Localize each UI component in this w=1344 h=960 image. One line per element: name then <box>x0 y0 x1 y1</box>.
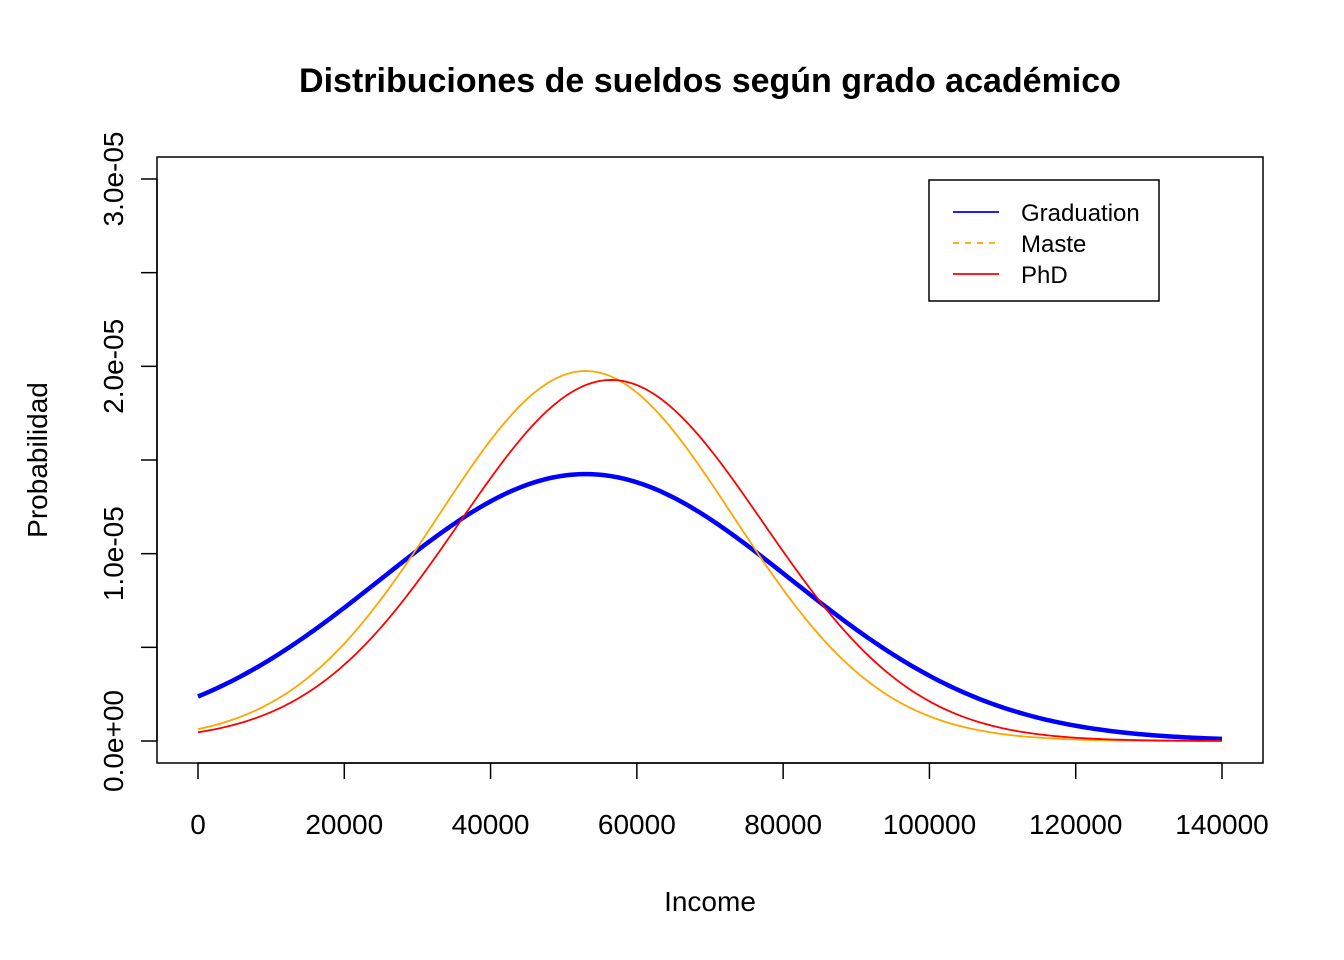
y-axis: 0.0e+00 1.0e-05 2.0e-05 3.0e-05 <box>98 132 158 792</box>
x-tick-label: 20000 <box>305 809 383 840</box>
legend-label-maste: Maste <box>1021 231 1086 258</box>
x-tick-label: 120000 <box>1029 809 1122 840</box>
y-tick-label: 3.0e-05 <box>98 132 129 227</box>
x-tick-label: 100000 <box>883 809 976 840</box>
series-line-graduation <box>197 471 1223 742</box>
x-tick-label: 80000 <box>744 809 822 840</box>
series-line-maste <box>197 370 1223 742</box>
x-tick-label: 0 <box>190 809 206 840</box>
legend: Graduation Maste PhD <box>928 179 1160 302</box>
x-axis-label: Income <box>664 886 756 917</box>
legend-label-graduation: Graduation <box>1021 200 1140 227</box>
legend-label-phd: PhD <box>1021 262 1068 289</box>
y-tick-label: 0.0e+00 <box>98 690 129 792</box>
legend-box <box>928 179 1160 302</box>
x-tick-label: 140000 <box>1175 809 1268 840</box>
curves <box>197 370 1223 742</box>
chart-title: Distribuciones de sueldos según grado ac… <box>299 62 1121 100</box>
x-tick-label: 60000 <box>598 809 676 840</box>
y-axis-label: Probabilidad <box>22 382 53 538</box>
y-tick-label: 1.0e-05 <box>98 506 129 601</box>
y-tick-label: 2.0e-05 <box>98 319 129 414</box>
series-line-phd <box>197 379 1223 742</box>
x-axis: 0 20000 40000 60000 80000 100000 120000 140000 <box>190 762 1269 840</box>
x-tick-label: 40000 <box>452 809 530 840</box>
